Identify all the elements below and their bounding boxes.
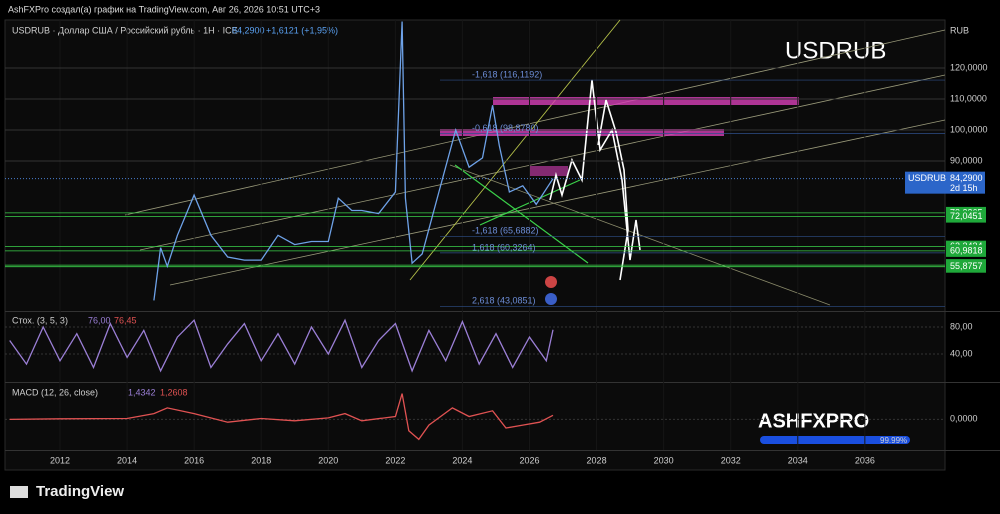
y-tick-label: 110,0000 <box>950 93 987 103</box>
x-tick-label: 2034 <box>788 455 808 465</box>
footer-logo: TradingView <box>36 483 124 500</box>
series-line <box>153 21 554 301</box>
tv-logo <box>10 486 28 498</box>
x-tick-label: 2032 <box>721 455 741 465</box>
indicator-value: 76,00 <box>88 315 111 325</box>
y-tick-label: 100,0000 <box>950 124 988 134</box>
watermark-brand: ASHFXPRO <box>758 410 869 432</box>
indicator-title: MACD (12, 26, close) <box>12 387 98 397</box>
last-price-symbol: USDRUB <box>908 173 946 183</box>
currency: RUB <box>950 25 969 35</box>
indicator-value: 1,4342 <box>128 387 156 397</box>
level-label: 72,0451 <box>950 211 983 221</box>
x-tick-label: 2016 <box>184 455 204 465</box>
drawings <box>124 19 946 306</box>
countdown: 2d 15h <box>950 183 978 193</box>
x-tick-label: 2024 <box>452 455 472 465</box>
x-tick-label: 2036 <box>855 455 875 465</box>
x-tick-label: 2018 <box>251 455 271 465</box>
header: AshFXPro создал(а) график на TradingView… <box>8 4 320 14</box>
indicator-title: Стох. (3, 5, 3) <box>12 315 68 325</box>
y-tick-label: 0,0000 <box>950 414 978 424</box>
fib-label: -0,618 (98,8780) <box>472 123 539 133</box>
y-tick-label: 120,0000 <box>950 62 988 72</box>
y-tick-label: 40,00 <box>950 348 973 358</box>
y-tick-label: 90,0000 <box>950 155 983 165</box>
x-tick-label: 2020 <box>318 455 338 465</box>
legend-change: +1,6121 (+1,95%) <box>266 25 338 35</box>
watermark-title: USDRUB <box>785 37 886 64</box>
x-tick-label: 2026 <box>519 455 539 465</box>
level-label: 60,9818 <box>950 245 983 255</box>
level-tag <box>946 260 986 273</box>
watermark-percent: 99.99% <box>880 436 907 445</box>
legend-symbol: USDRUB · Доллар США / Российский рубль ·… <box>12 25 238 35</box>
last-price-tag <box>905 171 985 194</box>
x-tick-label: 2030 <box>654 455 674 465</box>
level-tag <box>946 210 986 223</box>
indicator-value: 76,45 <box>114 315 137 325</box>
y-tick-label: 80,00 <box>950 321 973 331</box>
level-label: 55,8757 <box>950 261 983 271</box>
x-tick-label: 2014 <box>117 455 137 465</box>
fib-label: 2,618 (43,0851) <box>472 296 536 306</box>
x-tick-label: 2028 <box>587 455 607 465</box>
series-line <box>9 393 554 441</box>
series-line <box>9 318 554 373</box>
indicator-value: 1,2608 <box>160 387 188 397</box>
fib-label: -1,618 (65,6882) <box>472 226 539 236</box>
x-tick-label: 2022 <box>385 455 405 465</box>
x-tick-label: 2012 <box>50 455 70 465</box>
fib-label: 1,618 (60,3264) <box>472 242 536 252</box>
fib-label: -1,618 (116,1192) <box>472 69 542 79</box>
last-price-label: 84,2900 <box>950 173 983 183</box>
legend-last: 84,2900 <box>232 25 265 35</box>
level-tag <box>946 244 986 257</box>
